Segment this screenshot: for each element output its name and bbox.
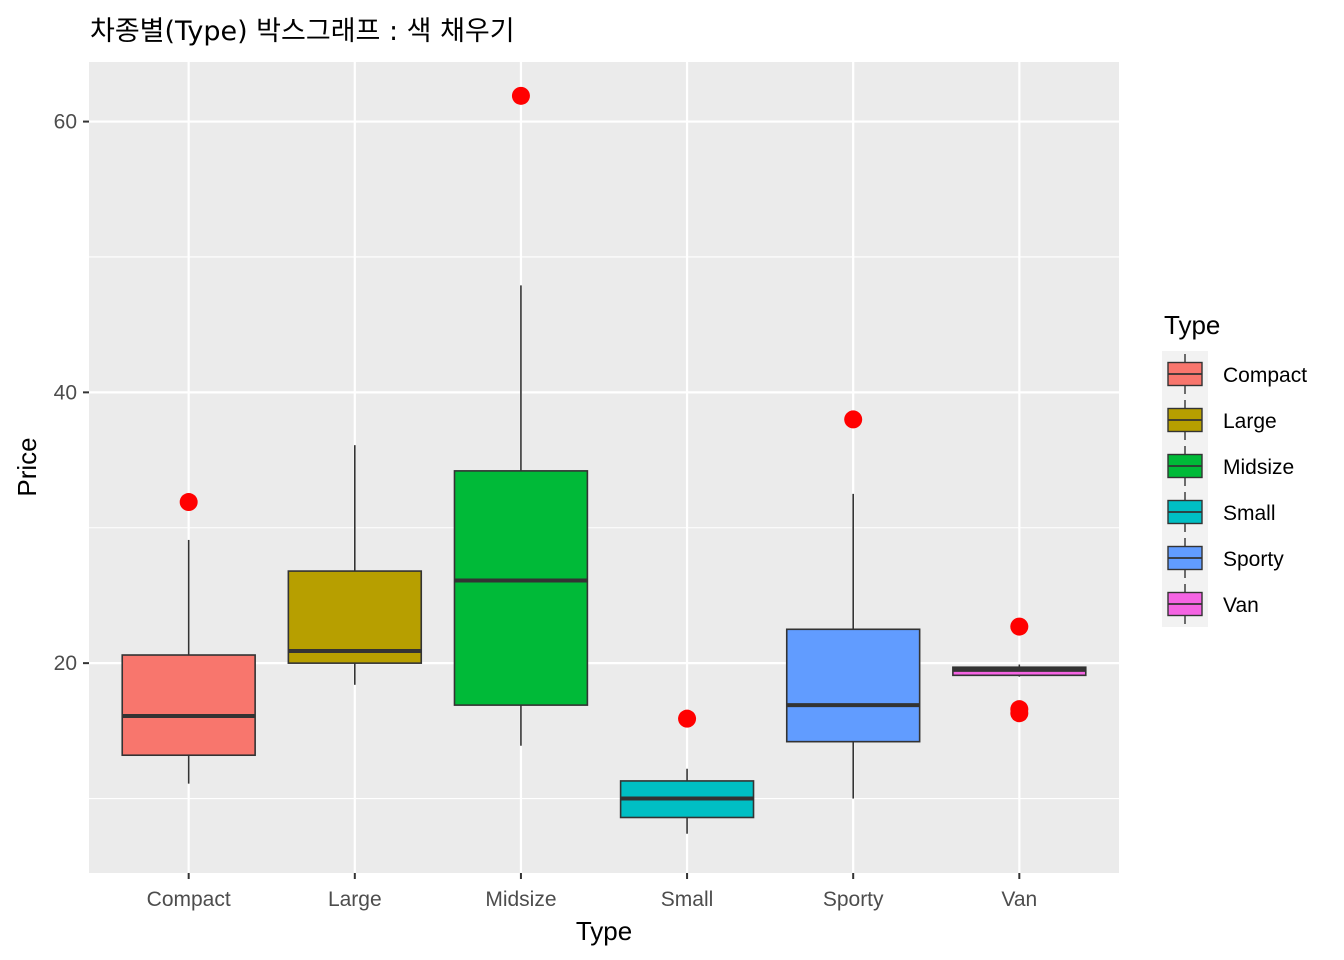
legend-item-midsize: Midsize [1167, 446, 1294, 486]
axes: 20 40 60 Compact Large Midsize Small Sporty Van [54, 111, 1038, 911]
legend-item-sporty: Sporty [1167, 538, 1284, 578]
legend-items: Compact Large Midsize Small Sporty Van [1167, 354, 1307, 624]
x-tick-label: Sporty [823, 888, 884, 911]
legend-label: Midsize [1223, 456, 1294, 479]
x-tick-label: Van [1001, 888, 1037, 911]
box-body [785, 628, 921, 743]
legend-item-large: Large [1167, 400, 1277, 440]
x-tick-label: Small [661, 888, 714, 911]
box-sporty [785, 410, 921, 799]
legend-item-van: Van [1167, 584, 1259, 624]
box-body [453, 470, 589, 706]
y-tick-label: 60 [54, 111, 77, 134]
outlier-point [1010, 700, 1029, 719]
y-tick-label: 20 [54, 652, 77, 675]
outlier-point [511, 86, 530, 105]
plot-panel [89, 62, 1119, 873]
legend: Type Compact Large Midsize Small Sporty Van [1162, 310, 1307, 627]
outlier-point [179, 493, 198, 512]
box-van [952, 617, 1087, 723]
outlier-point [1010, 617, 1029, 636]
y-axis-title: Price [12, 437, 42, 496]
x-tick-label: Compact [147, 888, 231, 911]
box-small [619, 709, 755, 834]
box-body [121, 654, 256, 757]
legend-item-small: Small [1167, 492, 1276, 532]
legend-label: Large [1223, 410, 1277, 433]
legend-label: Sporty [1223, 548, 1284, 571]
legend-title: Type [1164, 310, 1220, 340]
box-compact [121, 493, 256, 784]
legend-label: Van [1223, 594, 1259, 617]
boxes [121, 86, 1087, 834]
box-large [287, 445, 423, 685]
legend-item-compact: Compact [1167, 354, 1307, 394]
x-tick-label: Midsize [485, 888, 556, 911]
chart-title: 차종별(Type) 박스그래프 : 색 채우기 [90, 16, 515, 47]
box-body [287, 570, 423, 664]
outlier-point [678, 709, 697, 728]
y-tick-label: 40 [54, 381, 77, 404]
legend-label: Small [1223, 502, 1276, 525]
x-tick-label: Large [328, 888, 382, 911]
legend-key-background [1162, 351, 1208, 627]
box-midsize [453, 86, 589, 746]
x-axis-title: Type [576, 916, 632, 946]
legend-label: Compact [1223, 364, 1307, 387]
outlier-point [844, 410, 863, 429]
